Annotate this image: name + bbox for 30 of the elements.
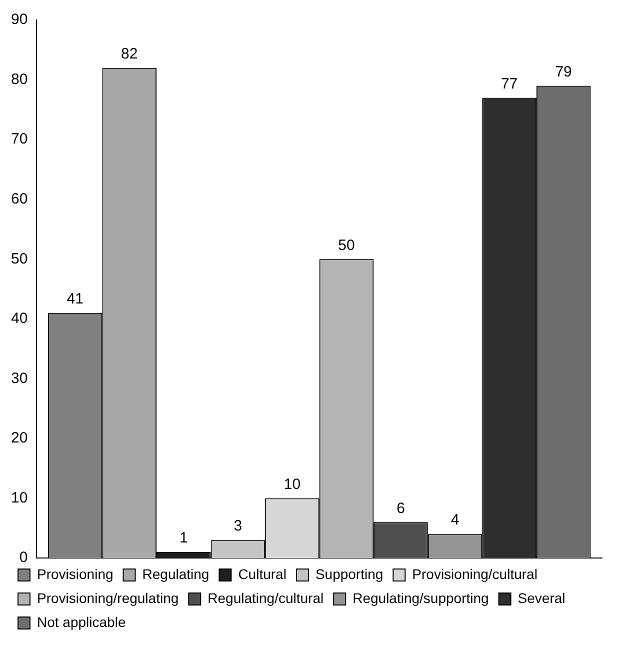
legend-label: Regulating (142, 566, 210, 582)
y-tick-label: 40 (10, 310, 28, 328)
y-tick-label: 90 (10, 11, 28, 28)
y-tick-label: 10 (10, 489, 28, 506)
data-label: 6 (396, 500, 405, 517)
data-label: 79 (555, 63, 572, 80)
legend-label: Provisioning (37, 566, 114, 582)
legend-label: Provisioning/regulating (37, 590, 179, 606)
legend-label: Regulating/supporting (352, 590, 489, 606)
legend-label: Several (518, 590, 566, 606)
data-label: 4 (450, 512, 460, 529)
data-label: 50 (338, 236, 355, 254)
data-label: 3 (234, 518, 242, 535)
legend-label: Not applicable (37, 614, 126, 630)
y-tick-label: 80 (10, 70, 28, 88)
data-label: 1 (179, 530, 188, 547)
y-tick-label: 20 (10, 430, 28, 447)
y-tick-label: 60 (10, 190, 28, 208)
data-label: 41 (66, 290, 84, 308)
y-tick-label: 30 (10, 370, 28, 387)
legend-label: Provisioning/cultural (412, 566, 538, 582)
y-tick-label: 50 (10, 250, 28, 268)
legend-label: Regulating/cultural (208, 590, 324, 606)
y-tick-label: 0 (19, 549, 28, 566)
data-label: 77 (500, 75, 518, 92)
legend-label: Supporting (315, 566, 384, 582)
y-tick-label: 70 (10, 130, 28, 148)
data-label: 82 (121, 45, 138, 62)
legend-label: Cultural (238, 566, 286, 582)
data-label: 10 (284, 476, 301, 493)
